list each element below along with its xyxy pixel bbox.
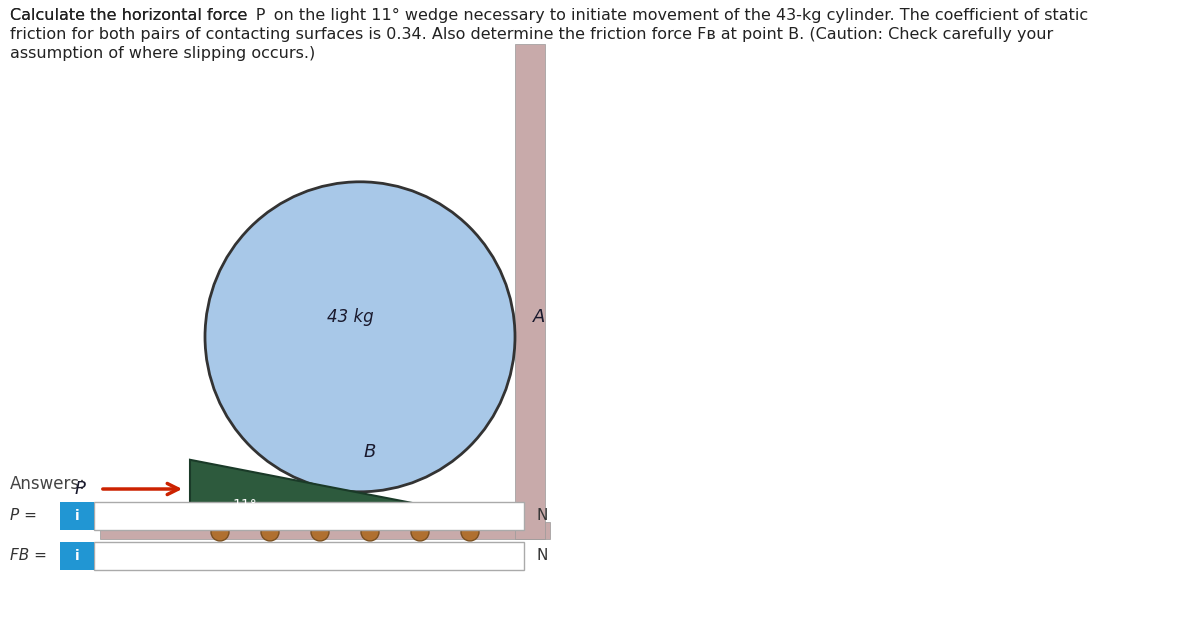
Polygon shape [190, 460, 510, 522]
Circle shape [410, 523, 430, 541]
Text: P: P [74, 480, 85, 498]
Text: N: N [536, 509, 547, 523]
Circle shape [361, 523, 379, 541]
Circle shape [205, 182, 515, 492]
Circle shape [311, 523, 329, 541]
Text: Calculate the horizontal force  P  on the light 11° wedge necessary to initiate : Calculate the horizontal force P on the … [10, 8, 1088, 23]
Text: FB =: FB = [10, 548, 47, 564]
Bar [100, 522, 550, 539]
Text: A: A [533, 308, 545, 326]
Text: 11°: 11° [233, 498, 257, 512]
Circle shape [211, 523, 229, 541]
Text: assumption of where slipping occurs.): assumption of where slipping occurs.) [10, 46, 316, 61]
Text: B: B [364, 443, 376, 461]
Text: 43 kg: 43 kg [326, 308, 373, 326]
Bar [94, 542, 524, 570]
Text: Answers:: Answers: [10, 475, 86, 493]
Bar [515, 44, 545, 539]
Text: N: N [536, 548, 547, 564]
Text: Calculate the horizontal force: Calculate the horizontal force [10, 8, 252, 23]
Text: i: i [74, 509, 79, 523]
Bar [60, 542, 94, 570]
Text: P =: P = [10, 509, 37, 523]
Bar [60, 502, 94, 530]
Text: i: i [74, 549, 79, 563]
Circle shape [461, 523, 479, 541]
Text: friction for both pairs of contacting surfaces is 0.34. Also determine the frict: friction for both pairs of contacting su… [10, 27, 1054, 42]
Circle shape [262, 523, 278, 541]
Bar [94, 502, 524, 530]
